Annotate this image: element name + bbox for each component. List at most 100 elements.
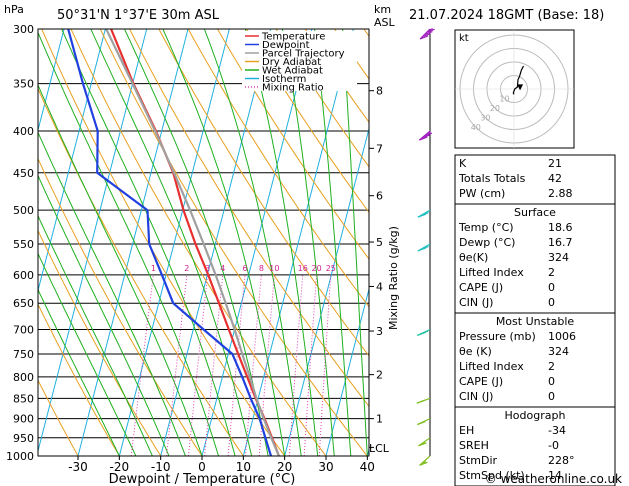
- pressure-tick-label: 450: [13, 167, 34, 180]
- hodograph-ring-label: 10: [499, 95, 509, 104]
- wet-adiabat: [61, 29, 236, 456]
- dry-adiabat: [187, 29, 369, 308]
- index-value: 0: [548, 281, 555, 294]
- credit-text: © weatheronline.co.uk: [485, 472, 622, 486]
- hodograph-table-box: [454, 406, 616, 486]
- mixing-ratio-value-label: 3: [205, 264, 210, 273]
- wind-barb: [419, 455, 431, 466]
- dry-adiabat: [158, 29, 369, 357]
- dry-adiabat: [38, 87, 244, 456]
- index-label: CIN (J): [459, 296, 493, 309]
- x-tick-label: 40: [360, 460, 375, 474]
- wet-adiabat: [203, 29, 302, 456]
- x-tick-label: -30: [68, 460, 88, 474]
- legend-label: Dewpoint: [262, 40, 310, 51]
- mixing-ratio-value-label: 20: [312, 264, 322, 273]
- isotherm-line: [201, 29, 313, 456]
- index-label: Lifted Index: [459, 266, 524, 279]
- index-label: K: [459, 157, 467, 170]
- dry-adiabat: [38, 229, 162, 456]
- wind-barb: [416, 397, 431, 404]
- profile-lines: [67, 29, 280, 456]
- mixing-ratio-line: [244, 274, 262, 456]
- index-value: 1006: [548, 330, 576, 343]
- pressure-tick-label: 400: [13, 125, 34, 138]
- index-value: 324: [548, 345, 569, 358]
- storm-motion-marker: [517, 84, 524, 91]
- index-value: 2: [548, 360, 555, 373]
- index-value: 14: [548, 469, 562, 482]
- dry-adiabat: [38, 303, 120, 456]
- dry-adiabat: [129, 29, 369, 408]
- km-tick-label: 7: [376, 142, 383, 155]
- index-label: CAPE (J): [459, 375, 503, 388]
- x-tick-label: -20: [110, 460, 130, 474]
- isotherm-line: [160, 29, 272, 456]
- mixing-ratio-line: [258, 274, 275, 456]
- wet-adiabat: [162, 29, 286, 456]
- dry-adiabat: [38, 157, 203, 456]
- wet-adiabat: [38, 131, 186, 456]
- index-value: 0: [548, 375, 555, 388]
- isotherm-line: [284, 126, 369, 456]
- isotherm-line: [38, 29, 148, 453]
- km-tick-label: 1: [376, 413, 383, 426]
- mixing-ratio-line: [303, 274, 318, 456]
- legend-label: Mixing Ratio: [262, 83, 324, 94]
- index-label: CAPE (J): [459, 281, 503, 294]
- wind-barb: [419, 28, 435, 40]
- location-title: 50°31'N 1°37'E 30m ASL: [57, 8, 220, 23]
- indices-table: K 21 Totals Totals 42 PW (cm) 2.88 SurfaceTemp…: [454, 154, 616, 486]
- wet-adiabat: [124, 29, 269, 456]
- wet-adiabat: [38, 214, 153, 456]
- isotherm-line: [325, 287, 369, 456]
- mixing-ratio-value-label: 10: [269, 264, 279, 273]
- pressure-tick-label: 700: [13, 324, 34, 337]
- mixing-ratio-value-label: 2: [184, 264, 189, 273]
- pressure-tick-label: 550: [13, 238, 34, 251]
- mixing-ratio-line: [288, 274, 304, 456]
- index-label: Temp (°C): [458, 221, 514, 234]
- dewpoint-line: [67, 29, 273, 456]
- x-tick-label: -10: [151, 460, 171, 474]
- x-tick-label: 0: [198, 460, 206, 474]
- wet-adiabat: [38, 252, 137, 456]
- hodograph-ring-label: 20: [490, 104, 500, 113]
- surface-box: [454, 203, 616, 314]
- legend-label: Dry Adiabat: [262, 57, 321, 68]
- datetime-title: 21.07.2024 18GMT (Base: 18): [409, 8, 604, 23]
- hodograph-ring-label: 40: [471, 123, 481, 132]
- mixing-ratio-line: [130, 274, 154, 456]
- index-label: EH: [459, 424, 474, 437]
- wet-adiabat: [38, 31, 219, 456]
- legend-label: Isotherm: [262, 74, 306, 85]
- pressure-tick-label: 1000: [6, 450, 34, 463]
- asl-unit-label: ASL: [374, 16, 396, 29]
- index-value: -0: [548, 439, 559, 452]
- wet-adiabat: [314, 29, 352, 456]
- wet-adiabat: [342, 29, 368, 456]
- pressure-tick-label: 800: [13, 371, 34, 384]
- hodograph-trace: [512, 65, 525, 95]
- index-value: 18.6: [548, 221, 573, 234]
- indices-box: [454, 154, 616, 205]
- mixing-ratio-value-label: 6: [242, 264, 247, 273]
- km-tick-label: 6: [376, 190, 383, 203]
- legend-label: Parcel Trajectory: [262, 49, 345, 60]
- dry-adiabat: [275, 29, 369, 168]
- mixing-ratio-line: [227, 274, 246, 456]
- most-unstable-box: [454, 312, 616, 408]
- index-value: 21: [548, 157, 562, 170]
- index-value: 0: [548, 390, 555, 403]
- index-label: StmDir: [459, 454, 498, 467]
- mixing-ratio-value-label: 1: [151, 264, 156, 273]
- legend-label: Temperature: [261, 32, 325, 43]
- index-label: CIN (J): [459, 390, 493, 403]
- wet-adiabat: [244, 29, 319, 456]
- dry-adiabat: [246, 29, 369, 214]
- wet-adiabat: [281, 29, 335, 456]
- index-label: θe (K): [459, 345, 492, 358]
- pressure-tick-label: 300: [13, 23, 34, 36]
- mixing-ratio-value-label: 25: [326, 264, 336, 273]
